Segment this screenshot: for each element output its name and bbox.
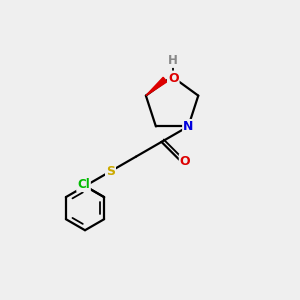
Text: Cl: Cl <box>77 178 90 191</box>
Text: O: O <box>180 154 190 168</box>
Text: H: H <box>168 54 178 67</box>
Polygon shape <box>146 77 167 96</box>
Text: O: O <box>168 72 178 85</box>
Text: S: S <box>106 165 115 178</box>
Text: N: N <box>183 120 194 133</box>
